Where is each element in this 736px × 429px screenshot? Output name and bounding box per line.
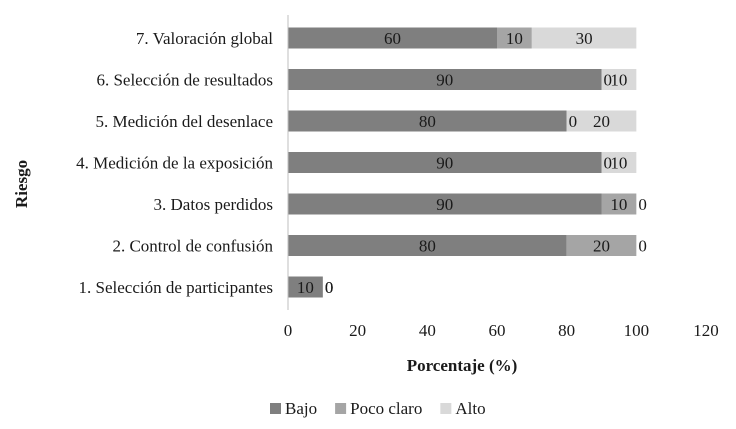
x-tick-label: 60 [489,321,506,340]
data-label: 60 [384,29,401,48]
bar-segment-poco-claro [566,235,637,256]
legend: Bajo Poco claro Alto [270,399,486,418]
category-label: 6. Selección de resultados [96,71,273,90]
legend-label: Bajo [285,399,317,418]
data-label: 0 [638,237,647,256]
data-label: 0 [325,278,334,297]
bar-segment-bajo [288,69,602,90]
legend-swatch [440,403,452,414]
bar-segment-bajo [288,110,567,132]
category-label: 5. Medición del desenlace [96,112,274,131]
data-label: 10 [297,278,314,297]
data-label: 20 [593,237,610,256]
bar-segment-poco-claro [601,193,637,215]
data-label: 30 [576,29,593,48]
data-label: 0 [569,112,578,131]
data-label: 20 [593,112,610,131]
data-label: 90 [436,195,453,214]
legend-swatch [335,403,347,414]
data-label: 90 [436,154,453,173]
bar-segment-bajo [288,276,323,298]
category-label: 2. Control de confusión [112,237,273,256]
data-label: 0 [604,71,613,90]
bar-segment-bajo [288,152,602,173]
bar-segment-bajo [288,235,567,256]
bars-layer [288,27,637,298]
bar-segment-alto [601,152,637,173]
x-tick-label: 100 [624,321,650,340]
x-tick-label: 120 [693,321,719,340]
x-tick-label: 20 [349,321,366,340]
x-tick-labels: 0 20 40 60 80 100 120 [284,321,719,340]
x-tick-label: 0 [284,321,293,340]
category-labels: 7. Valoración global 6. Selección de resu… [76,29,273,297]
data-label: 80 [419,112,436,131]
bar-segment-alto [601,69,637,90]
data-label: 0 [638,195,647,214]
x-tick-label: 80 [558,321,575,340]
data-label: 80 [419,237,436,256]
data-label: 10 [610,195,627,214]
bar-segment-poco-claro [497,27,532,49]
data-label: 0 [604,154,613,173]
x-axis-title: Porcentaje (%) [407,356,518,375]
legend-swatch [270,403,281,414]
data-label: 10 [506,29,523,48]
bar-segment-alto [566,110,637,132]
category-label: 3. Datos perdidos [154,195,273,214]
category-label: 1. Selección de participantes [79,278,273,297]
bar-segment-bajo [288,27,497,49]
category-label: 7. Valoración global [136,29,273,48]
data-label: 10 [610,154,627,173]
data-label: 0 [325,278,334,297]
legend-label: Poco claro [350,399,422,418]
category-label: 4. Medición de la exposición [76,154,273,173]
x-tick-label: 40 [419,321,436,340]
bar-segment-bajo [288,193,602,215]
y-axis-title: Riesgo [12,160,31,208]
data-label: 90 [436,71,453,90]
bar-segment-alto [531,27,637,49]
data-label: 10 [610,71,627,90]
legend-label: Alto [455,399,485,418]
